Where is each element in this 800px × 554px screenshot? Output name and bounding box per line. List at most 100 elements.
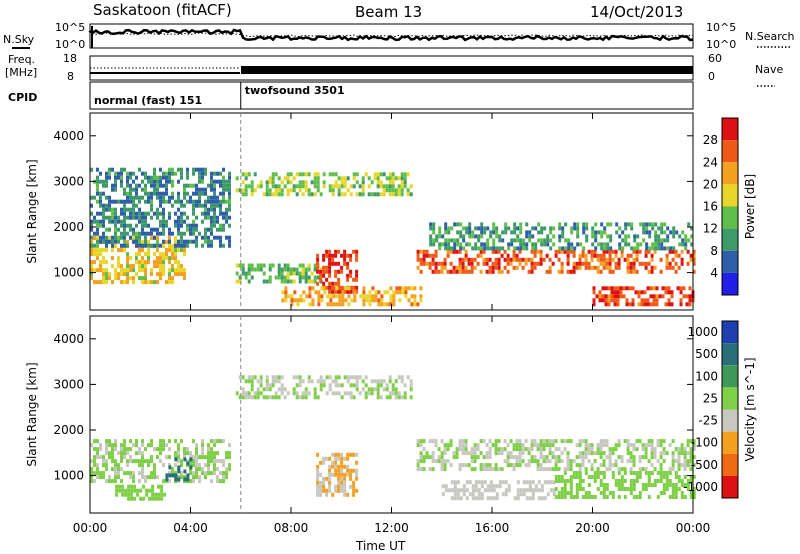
echo-cell [123,219,126,224]
echo-cell [585,226,589,231]
echo-cell [659,451,663,456]
echo-cell [447,238,451,243]
echo-cell [126,459,129,464]
echo-cell [602,265,606,270]
echo-cell [576,226,580,231]
echo-cell [286,275,290,280]
echo-cell [247,267,251,272]
echo-cell [388,379,392,384]
echo-cell [352,488,356,493]
echo-cell [114,443,117,448]
echo-cell [268,263,272,268]
echo-cell [325,269,329,274]
echo-cell [566,491,570,495]
echo-cell [213,195,216,200]
echo-cell [346,464,350,469]
echo-cell [617,479,621,483]
echo-cell [108,455,111,460]
echo-cell [201,451,204,456]
echo-cell [93,243,96,248]
echo-cell [201,471,204,476]
echo-cell [141,260,144,265]
echo-cell [530,459,534,464]
echo-cell [340,476,344,481]
echo-cell [138,183,141,188]
echo-cell [304,180,308,185]
echo-cell [554,463,558,468]
echo-cell [156,236,159,241]
echo-cell [485,463,489,468]
echo-cell [438,230,442,235]
echo-cell [313,391,317,396]
echo-cell [606,246,610,251]
echo-cell [680,483,684,487]
echo-cell [675,230,679,235]
echo-cell [515,257,519,262]
echo-cell [464,265,468,270]
echo-cell [225,215,228,220]
echo-cell [310,379,314,384]
echo-cell [138,459,141,464]
echo-cell [192,203,195,208]
echo-cell [159,179,162,184]
echo-cell [597,242,601,247]
echo-cell [446,459,450,464]
echo-cell [650,463,654,468]
echo-cell [174,439,177,444]
echo-cell [289,267,293,272]
echo-cell [500,269,504,274]
echo-cell [670,290,674,295]
echo-cell [174,252,177,257]
echo-cell [331,188,335,193]
echo-cell [153,235,156,240]
echo-cell [238,375,242,380]
echo-cell [126,183,129,188]
noise-tick-top: 10^5 [55,21,85,34]
echo-cell [304,271,308,276]
echo-cell [507,484,511,489]
echo-cell [621,246,625,251]
echo-cell [569,439,573,444]
echo-cell [525,496,529,501]
echo-cell [144,243,147,248]
echo-cell [443,261,447,266]
echo-cell [96,199,99,204]
echo-cell [504,480,508,485]
echo-cell [530,439,534,444]
echo-cell [123,191,126,196]
echo-cell [183,447,186,452]
echo-cell [678,234,682,239]
echo-cell [328,468,332,473]
echo-cell [605,249,609,254]
echo-cell [219,183,222,188]
echo-cell [180,463,183,468]
echo-cell [616,298,620,303]
echo-cell [542,455,546,460]
echo-cell [141,443,144,448]
echo-cell [584,455,588,460]
echo-cell [268,387,272,392]
echo-cell [201,455,204,460]
echo-cell [213,235,216,240]
echo-cell [569,467,573,472]
echo-cell [207,227,210,232]
echo-cell [473,257,477,262]
echo-cell [403,391,407,396]
echo-cell [183,231,186,236]
echo-cell [578,463,582,468]
echo-cell [180,243,183,248]
echo-cell [335,294,339,299]
echo-cell [118,484,122,489]
echo-cell [304,184,308,189]
echo-cell [280,391,284,396]
echo-cell [522,238,526,243]
echo-cell [686,459,690,464]
echo-cell [566,269,570,274]
echo-cell [277,275,281,280]
echo-cell [216,459,219,464]
echo-cell [201,235,204,240]
echo-cell [171,467,174,472]
echo-cell [271,192,275,197]
echo-cell [120,243,123,248]
echo-cell [382,192,386,197]
